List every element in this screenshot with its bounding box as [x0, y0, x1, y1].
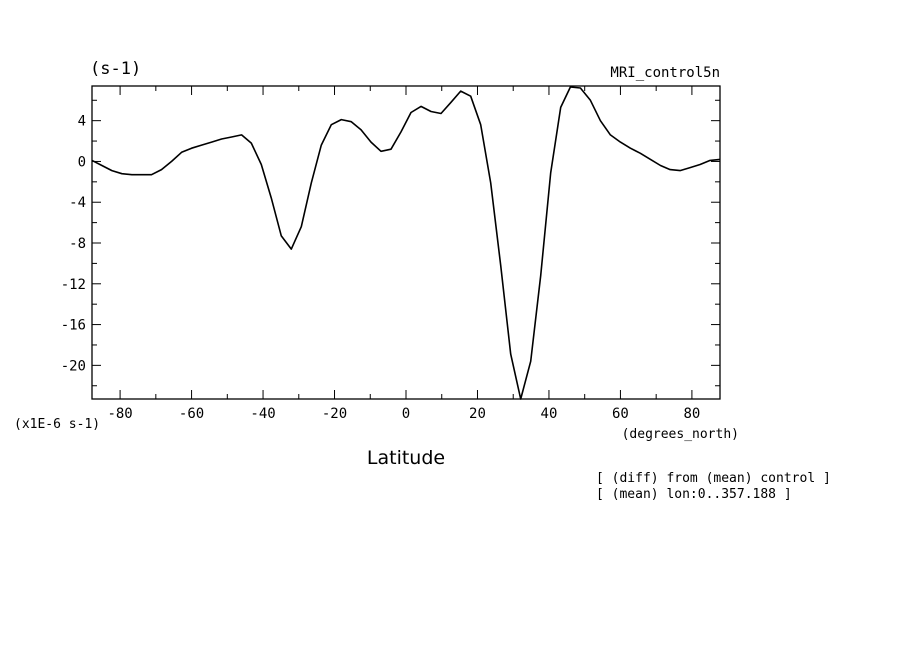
x-tick-label: 60: [612, 406, 629, 422]
x-tick-label: 0: [402, 406, 410, 422]
x-tick-label: -80: [107, 406, 132, 422]
y-scale-label: (x1E-6 s-1): [14, 417, 100, 432]
x-axis-title: Latitude: [367, 447, 445, 469]
y-tick-label: -16: [61, 318, 86, 334]
y-tick-label: -4: [69, 195, 86, 211]
chart-title-right: MRI_control5n: [610, 65, 720, 81]
y-tick-label: -8: [69, 236, 86, 252]
x-tick-label: -40: [250, 406, 275, 422]
annotation-diff: [ (diff) from (mean) control ]: [596, 471, 831, 486]
series-line: [91, 86, 721, 400]
x-tick-label: 80: [683, 406, 700, 422]
x-tick-label: 40: [541, 406, 558, 422]
x-units-label: (degrees_north): [622, 427, 739, 442]
series-layer: [91, 86, 721, 400]
y-tick-label: -20: [61, 358, 86, 374]
x-tick-label: -60: [179, 406, 204, 422]
y-tick-label: 0: [78, 154, 86, 170]
x-axis-ticks: -80 -60 -40 -20 0 20 40 60 80: [107, 86, 700, 422]
y-axis-ticks: 4 0 -4 -8 -12 -16 -20: [61, 99, 720, 387]
x-tick-label: -20: [322, 406, 347, 422]
chart-title-left: (s-1): [90, 59, 141, 79]
y-tick-label: 4: [78, 114, 86, 130]
annotation-mean: [ (mean) lon:0..357.188 ]: [596, 487, 792, 502]
y-tick-label: -12: [61, 277, 86, 293]
x-tick-label: 20: [469, 406, 486, 422]
